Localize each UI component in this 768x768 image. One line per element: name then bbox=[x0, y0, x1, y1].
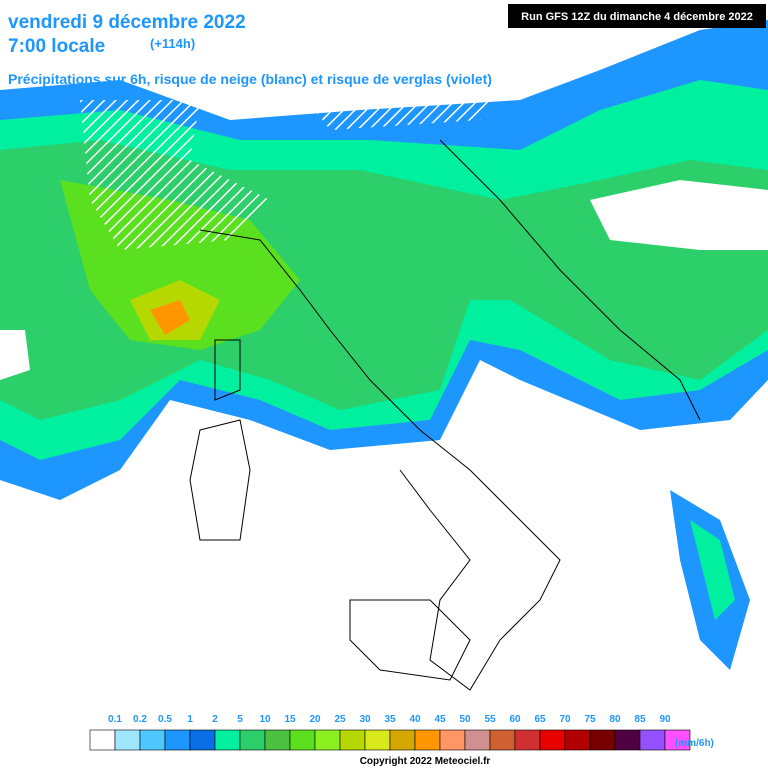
legend-label: 20 bbox=[309, 714, 321, 725]
legend-label: 50 bbox=[459, 714, 471, 725]
legend-swatch bbox=[289, 729, 316, 751]
legend-unit: (mm/6h) bbox=[675, 738, 714, 749]
legend-swatch bbox=[489, 729, 516, 751]
legend-swatch bbox=[339, 729, 366, 751]
legend-label: 80 bbox=[609, 714, 621, 725]
legend-swatch bbox=[664, 729, 691, 751]
legend-label: 25 bbox=[334, 714, 346, 725]
legend-label: 30 bbox=[359, 714, 371, 725]
legend-swatch bbox=[164, 729, 191, 751]
legend-swatch bbox=[439, 729, 466, 751]
legend-label: 1 bbox=[187, 714, 193, 725]
legend-swatch bbox=[614, 729, 641, 751]
legend-swatch bbox=[464, 729, 491, 751]
lead: (+114h) bbox=[150, 36, 195, 51]
copyright: Copyright 2022 Meteociel.fr bbox=[360, 756, 491, 767]
legend-label: 85 bbox=[634, 714, 646, 725]
legend-label: 2 bbox=[212, 714, 218, 725]
legend-swatch bbox=[639, 729, 666, 751]
legend-swatch bbox=[364, 729, 391, 751]
legend-label: 0.5 bbox=[158, 714, 172, 725]
legend-swatch bbox=[89, 729, 116, 751]
legend-swatch bbox=[214, 729, 241, 751]
coastlines bbox=[189, 139, 701, 691]
legend-label: 60 bbox=[509, 714, 521, 725]
legend-label: 5 bbox=[237, 714, 243, 725]
legend-swatch bbox=[564, 729, 591, 751]
legend-label: 75 bbox=[584, 714, 596, 725]
legend-swatch bbox=[589, 729, 616, 751]
legend-label: 70 bbox=[559, 714, 571, 725]
legend-label: 65 bbox=[534, 714, 546, 725]
legend-label: 10 bbox=[259, 714, 271, 725]
run-info: Run GFS 12Z du dimanche 4 décembre 2022 bbox=[521, 11, 753, 23]
legend-swatch bbox=[239, 729, 266, 751]
legend-swatch bbox=[389, 729, 416, 751]
legend-swatch bbox=[189, 729, 216, 751]
legend: 0.1 0.2 0.5 1 2 5 10 15 20 25 30 35 40 45 50 55 60 65 70 75… bbox=[89, 714, 691, 751]
legend-swatch bbox=[139, 729, 166, 751]
legend-label: 0.1 bbox=[108, 714, 122, 725]
legend-label: 45 bbox=[434, 714, 446, 725]
subtitle: Précipitations sur 6h, risque de neige (… bbox=[8, 71, 492, 87]
legend-label: 15 bbox=[284, 714, 296, 725]
legend-swatch bbox=[539, 729, 566, 751]
date: vendredi 9 décembre 2022 bbox=[8, 12, 246, 33]
legend-swatch bbox=[314, 729, 341, 751]
legend-swatch bbox=[264, 729, 291, 751]
precip-fields bbox=[0, 20, 768, 670]
time: 7:00 locale bbox=[8, 36, 105, 57]
run-box bbox=[508, 4, 766, 28]
legend-label: 55 bbox=[484, 714, 496, 725]
legend-label: 90 bbox=[659, 714, 671, 725]
legend-swatch bbox=[414, 729, 441, 751]
legend-swatch bbox=[114, 729, 141, 751]
legend-swatch bbox=[514, 729, 541, 751]
legend-label: 40 bbox=[409, 714, 421, 725]
legend-label: 0.2 bbox=[133, 714, 147, 725]
legend-label: 35 bbox=[384, 714, 396, 725]
